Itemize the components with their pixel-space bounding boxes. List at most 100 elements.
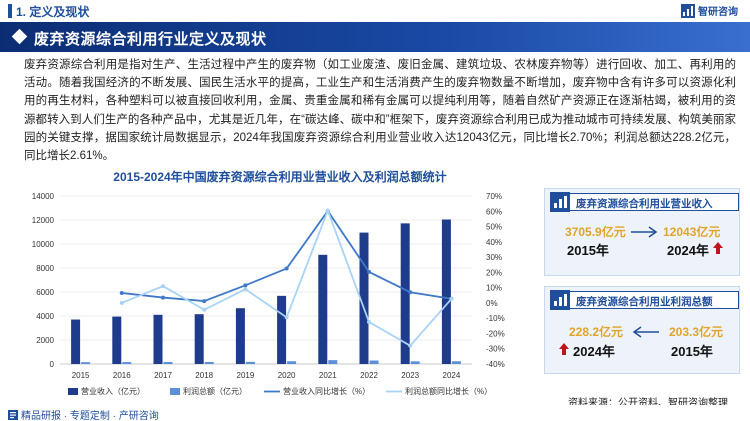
revenue-card-title: 废弃资源综合利用业营业收入 xyxy=(576,198,713,210)
x-axis-label: 2022 xyxy=(360,371,378,380)
revenue-bar xyxy=(71,319,81,364)
footer-tagline-text: 精品研报 · 专题定制 · 产研咨询 xyxy=(21,411,159,421)
profit-growth-point xyxy=(161,284,165,289)
profit-base-value: 203.3亿元 xyxy=(669,325,724,339)
brand-logo: 智研咨询 xyxy=(681,3,738,18)
bar-chart-icon xyxy=(550,192,570,212)
profit-bar xyxy=(328,360,338,364)
bar-chart-icon xyxy=(550,290,570,310)
left-axis-tick: 12000 xyxy=(32,216,55,225)
revenue-card: 废弃资源综合利用业营业收入 3705.9亿元 2015年 12043亿元 202… xyxy=(544,188,740,276)
profit-growth-point xyxy=(408,343,413,348)
revenue-growth-point xyxy=(284,266,289,271)
page-title: 废弃资源综合利用行业定义及现状 xyxy=(34,31,267,48)
profit-bar xyxy=(163,361,173,364)
revenue-bar xyxy=(153,314,163,364)
profit-growth-point xyxy=(119,300,124,305)
profit-growth-point xyxy=(284,315,289,320)
x-axis-label: 2018 xyxy=(195,371,213,380)
trend-up-icon xyxy=(559,343,569,355)
right-axis-tick: -10% xyxy=(486,314,505,323)
x-axis-label: 2024 xyxy=(443,371,461,380)
x-axis-label: 2017 xyxy=(154,371,172,380)
revenue-bar xyxy=(277,295,287,364)
revenue-end-value: 12043亿元 xyxy=(663,225,721,239)
profit-bar xyxy=(410,361,420,364)
profit-growth-point xyxy=(367,320,371,324)
left-axis-tick: 8000 xyxy=(36,264,54,273)
revenue-profit-chart: 0 2000 4000 6000 8000 10000 12000 14000 -40% -30%… xyxy=(32,192,505,396)
revenue-growth-point xyxy=(408,290,413,295)
revenue-bar xyxy=(359,232,369,364)
revenue-growth-point xyxy=(367,269,371,274)
intro-paragraph: 废弃资源综合利用是指对生产、生活过程中产生的废弃物（如工业废渣、废旧金属、建筑垃… xyxy=(24,59,736,163)
right-axis-tick: 20% xyxy=(486,268,502,277)
right-axis-tick: 50% xyxy=(486,223,502,232)
legend-label: 利润总额同比增长（%） xyxy=(405,386,492,396)
profit-bar xyxy=(204,362,214,364)
x-axis-label: 2015 xyxy=(72,371,90,380)
revenue-growth-point xyxy=(202,299,207,304)
report-icon xyxy=(8,409,18,420)
revenue-growth-point xyxy=(161,295,165,300)
data-source: 资料来源：公开资料、智研咨询整理 xyxy=(568,398,728,409)
revenue-bar xyxy=(112,316,122,364)
profit-base-year: 2015年 xyxy=(671,344,713,359)
left-axis-tick: 14000 xyxy=(32,192,55,201)
revenue-bar xyxy=(235,308,245,364)
top-bar: 1. 定义及现状 智研咨询 xyxy=(0,0,750,22)
title-banner: 废弃资源综合利用行业定义及现状 xyxy=(0,22,750,52)
legend-swatch xyxy=(68,388,78,395)
profit-bar xyxy=(122,362,132,364)
right-axis-tick: -30% xyxy=(486,345,505,354)
x-axis-label: 2023 xyxy=(401,371,419,380)
footer-tagline: 精品研报 · 专题定制 · 产研咨询 xyxy=(8,407,159,421)
profit-growth-point xyxy=(449,296,454,301)
right-axis-tick: 30% xyxy=(486,253,502,262)
right-axis-tick: 0% xyxy=(486,299,498,308)
section-title: 1. 定义及现状 xyxy=(16,5,90,19)
section-marker xyxy=(8,4,12,18)
right-arrow-icon xyxy=(631,226,658,238)
profit-latest-year: 2024年 xyxy=(573,344,615,359)
left-axis-tick: 2000 xyxy=(36,336,54,345)
profit-card: 废弃资源综合利用业利润总额 228.2亿元 2024年 203.3亿元 2015… xyxy=(544,286,740,374)
profit-bar xyxy=(287,361,297,364)
revenue-card-header: 废弃资源综合利用业营业收入 xyxy=(550,192,739,212)
legend-label: 利润总额（亿元） xyxy=(183,386,247,396)
profit-growth-point xyxy=(202,307,207,312)
profit-latest-value: 228.2亿元 xyxy=(569,325,624,339)
revenue-growth-point xyxy=(119,290,124,295)
x-axis-label: 2019 xyxy=(237,371,255,380)
revenue-bar xyxy=(318,254,328,364)
right-axis-tick: 10% xyxy=(486,284,502,293)
legend-swatch xyxy=(170,388,180,395)
revenue-bar xyxy=(194,314,204,364)
revenue-bar xyxy=(400,223,410,364)
left-axis-tick: 0 xyxy=(50,360,55,369)
x-axis-label: 2020 xyxy=(278,371,296,380)
revenue-growth-point xyxy=(243,283,248,288)
profit-bar xyxy=(245,361,255,364)
profit-growth-point xyxy=(325,208,330,213)
legend-label: 营业收入同比增长（%） xyxy=(283,386,370,396)
left-axis-tick: 4000 xyxy=(36,312,54,321)
left-axis-tick: 10000 xyxy=(32,240,55,249)
footer-bar xyxy=(0,405,750,421)
right-axis-tick: -20% xyxy=(486,329,505,338)
x-axis-label: 2016 xyxy=(113,371,131,380)
revenue-end-year: 2024年 xyxy=(667,243,709,258)
revenue-start-value: 3705.9亿元 xyxy=(565,225,626,239)
profit-card-title: 废弃资源综合利用业利润总额 xyxy=(576,296,713,308)
chart-title: 2015-2024年中国废弃资源综合利用业营业收入及利润总额统计 xyxy=(113,170,447,184)
left-axis-tick: 6000 xyxy=(36,288,54,297)
right-axis-tick: 70% xyxy=(486,192,502,201)
profit-bar xyxy=(81,362,91,364)
right-axis-tick: 60% xyxy=(486,207,502,216)
diamond-icon xyxy=(11,28,28,45)
trend-up-icon xyxy=(713,242,723,254)
x-axis-label: 2021 xyxy=(319,371,337,380)
profit-growth-point xyxy=(243,287,248,292)
logo-text: 智研咨询 xyxy=(698,7,738,18)
revenue-start-year: 2015年 xyxy=(567,243,609,258)
